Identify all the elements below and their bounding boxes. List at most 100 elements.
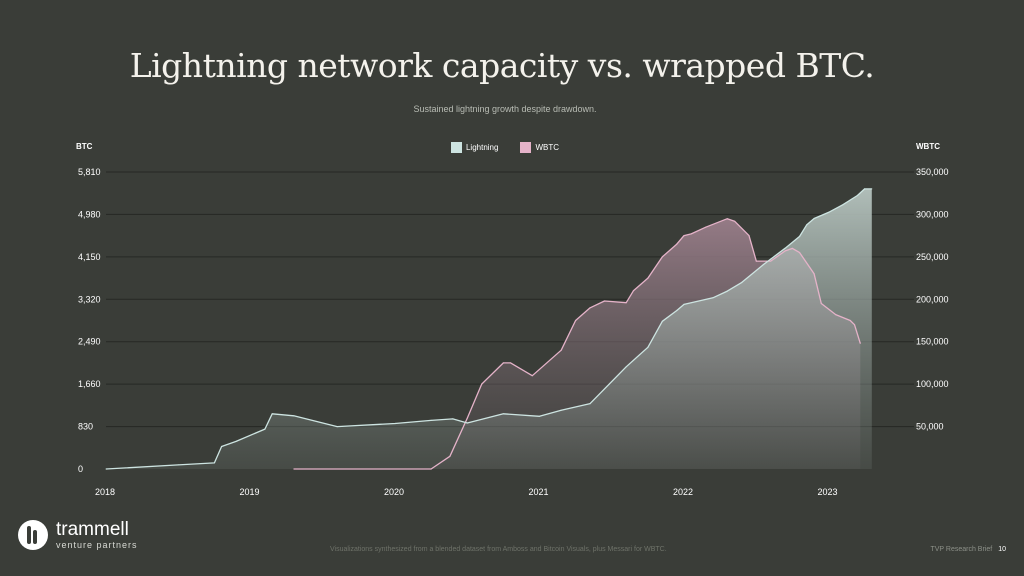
data-point-wbtc (676, 243, 678, 245)
data-point-lightning (221, 445, 223, 448)
x-tick-label: 2022 (673, 487, 693, 497)
data-point-wbtc (560, 349, 562, 351)
logo-subtitle: venture partners (56, 540, 138, 550)
data-point-wbtc (531, 375, 533, 377)
page-number: 10 (998, 546, 1006, 553)
data-point-lightning (271, 413, 273, 415)
data-point-wbtc (799, 252, 801, 254)
data-point-lightning (762, 263, 765, 266)
data-point-lightning (177, 464, 179, 466)
left-tick-label: 830 (78, 422, 93, 432)
data-point-lightning (213, 462, 215, 464)
data-point-lightning (466, 422, 468, 424)
data-point-wbtc (820, 302, 822, 305)
data-point-wbtc (835, 314, 837, 316)
data-point-wbtc (481, 383, 483, 385)
data-point-lightning (589, 403, 591, 405)
series-line-wbtc (293, 218, 861, 470)
logo-mark-icon (18, 520, 48, 550)
brand-logo: trammell venture partners (18, 520, 138, 550)
data-point-lightning (560, 409, 562, 411)
data-point-lightning (864, 188, 866, 190)
data-point-wbtc (661, 256, 663, 258)
data-point-wbtc (510, 362, 512, 364)
data-point-wbtc (683, 235, 685, 237)
x-tick-label: 2020 (384, 487, 404, 497)
legend-swatch-lightning (450, 142, 462, 153)
data-point-wbtc (755, 260, 757, 262)
data-point-wbtc (705, 226, 707, 228)
data-point-lightning (784, 247, 786, 249)
right-tick-label: 50,000 (916, 422, 944, 432)
data-point-wbtc (466, 417, 468, 419)
data-point-wbtc (647, 277, 649, 279)
data-point-wbtc (726, 218, 728, 220)
data-point-lightning (799, 235, 801, 237)
right-tick-label: 300,000 (916, 209, 949, 219)
left-tick-label: 2,490 (78, 337, 101, 347)
data-point-wbtc (603, 300, 606, 302)
data-point-wbtc (632, 290, 635, 292)
data-point-wbtc (293, 468, 295, 470)
data-point-lightning (538, 415, 541, 417)
right-tick-label: 250,000 (916, 252, 949, 262)
data-point-lightning (430, 419, 432, 421)
data-point-lightning (394, 422, 396, 425)
data-point-lightning (661, 320, 663, 322)
data-point-lightning (726, 290, 728, 292)
data-point-wbtc (813, 273, 815, 275)
right-tick-label: 350,000 (916, 167, 949, 177)
data-point-wbtc (784, 250, 786, 252)
data-point-wbtc (449, 455, 451, 457)
left-tick-label: 4,150 (78, 252, 101, 262)
legend-label-lightning: Lightning (465, 143, 499, 152)
data-point-lightning (625, 366, 627, 368)
data-point-lightning (452, 418, 454, 420)
left-tick-label: 5,810 (78, 167, 101, 177)
data-point-lightning (806, 224, 808, 226)
right-axis-title: WBTC (916, 142, 940, 151)
data-point-lightning (827, 211, 830, 213)
right-tick-label: 100,000 (916, 379, 949, 389)
data-point-lightning (676, 309, 678, 312)
data-point-wbtc (575, 319, 577, 322)
right-tick-label: 150,000 (916, 337, 949, 347)
left-axis-title: BTC (76, 142, 93, 151)
data-point-lightning (741, 281, 743, 283)
data-point-wbtc (734, 220, 736, 222)
data-point-lightning (856, 194, 859, 197)
data-point-wbtc (849, 319, 851, 322)
page-subtitle: Sustained lightning growth despite drawd… (413, 104, 597, 114)
data-point-wbtc (791, 247, 794, 249)
page-title: Lightning network capacity vs. wrapped B… (129, 46, 875, 85)
left-tick-label: 0 (78, 464, 83, 474)
data-point-lightning (712, 297, 714, 299)
legend-item-wbtc: WBTC (520, 142, 559, 153)
data-point-wbtc (625, 302, 627, 304)
data-point-wbtc (502, 362, 504, 364)
left-tick-label: 1,660 (78, 379, 101, 389)
data-point-lightning (105, 468, 107, 470)
footer: TVP Research Brief 10 (930, 546, 1006, 553)
left-tick-label: 4,980 (78, 209, 101, 219)
x-tick-label: 2019 (240, 487, 260, 497)
data-point-wbtc (770, 260, 772, 262)
data-point-lightning (336, 426, 338, 428)
series-area-lightning (106, 188, 872, 469)
left-tick-label: 3,320 (78, 294, 101, 304)
data-point-wbtc (430, 468, 432, 470)
source-footnote: Visualizations synthesized from a blende… (330, 546, 667, 553)
data-point-lightning (235, 440, 237, 442)
x-tick-label: 2023 (818, 487, 838, 497)
data-point-lightning (871, 188, 873, 190)
legend-item-lightning: Lightning (450, 142, 499, 153)
data-point-lightning (813, 217, 815, 220)
footer-label: TVP Research Brief (930, 546, 993, 553)
logo-name: trammell (56, 519, 129, 540)
data-point-wbtc (853, 324, 856, 326)
data-point-lightning (683, 303, 685, 305)
data-point-lightning (647, 346, 649, 348)
data-point-lightning (293, 415, 295, 417)
right-tick-label: 200,000 (916, 294, 949, 304)
x-tick-label: 2021 (529, 487, 549, 497)
